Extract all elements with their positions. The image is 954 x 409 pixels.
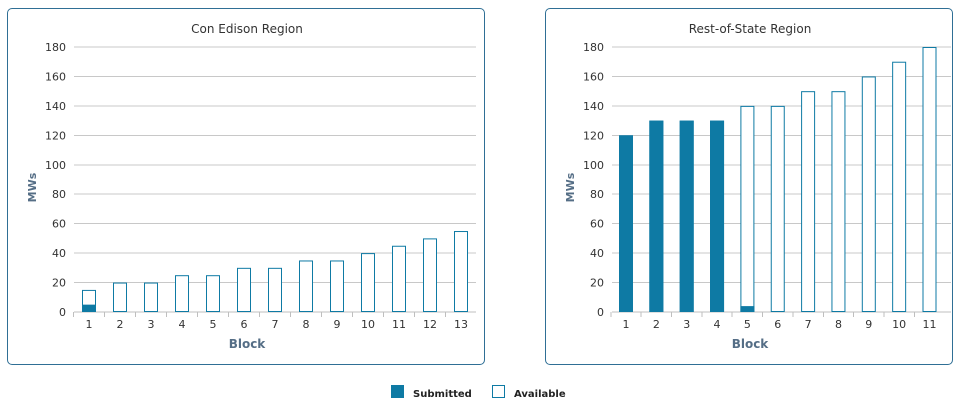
con-edison-x-tick-label: 7	[272, 318, 279, 331]
rest-of-state-x-tick-label: 8	[835, 318, 842, 331]
con-edison-y-tick-label: 0	[59, 306, 66, 319]
rest-of-state-y-tick-label: 60	[590, 218, 604, 231]
rest-of-state-bar-available-8	[831, 91, 846, 312]
rest-of-state-y-axis-title: MWs	[564, 172, 577, 202]
con-edison-y-tick-label: 140	[45, 100, 66, 113]
con-edison-bar-available-3	[144, 282, 158, 312]
submitted-swatch-icon	[391, 385, 404, 398]
con-edison-x-tick-label: 6	[241, 318, 248, 331]
con-edison-x-tick-label: 12	[423, 318, 437, 331]
con-edison-y-tick-label: 20	[52, 277, 66, 290]
rest-of-state-bar-available-10	[892, 61, 907, 312]
con-edison-y-tick-label: 60	[52, 218, 66, 231]
con-edison-bar-available-2	[113, 282, 127, 312]
con-edison-y-tick-label: 160	[45, 70, 66, 83]
con-edison-bar-available-8	[299, 260, 313, 313]
con-edison-x-tick-label: 11	[392, 318, 406, 331]
legend-item-submitted[interactable]: Submitted	[391, 385, 472, 400]
con-edison-y-tick-label: 80	[52, 188, 66, 201]
rest-of-state-bar-submitted-1	[619, 135, 633, 312]
rest-of-state-x-tick-label: 2	[653, 318, 660, 331]
con-edison-chart-title: Con Edison Region	[191, 22, 303, 36]
con-edison-bar-submitted-1	[82, 304, 96, 312]
rest-of-state-x-tick-label: 3	[683, 318, 690, 331]
con-edison-y-tick-label: 180	[45, 41, 66, 54]
legend-label-submitted: Submitted	[413, 389, 472, 400]
rest-of-state-bar-available-7	[801, 91, 816, 312]
rest-of-state-x-tick-label: 10	[892, 318, 906, 331]
con-edison-bar-available-6	[237, 267, 251, 313]
con-edison-x-axis-title: Block	[229, 337, 267, 351]
con-edison-bar-available-13	[454, 231, 468, 312]
rest-of-state-y-tick-label: 80	[590, 188, 604, 201]
rest-of-state-x-tick-label: 9	[865, 318, 872, 331]
rest-of-state-bar-available-9	[861, 76, 876, 312]
rest-of-state-y-tick-label: 100	[583, 159, 604, 172]
legend-item-available[interactable]: Available	[492, 385, 566, 400]
rest-of-state-bar-submitted-4	[710, 120, 725, 312]
available-swatch-icon	[492, 385, 505, 398]
rest-of-state-y-tick-label: 160	[583, 70, 604, 83]
rest-of-state-chart-panel: Rest-of-State Region 0 20 40 60 80 100 120 140 16…	[545, 8, 953, 365]
con-edison-x-tick-label: 4	[179, 318, 186, 331]
rest-of-state-bar-available-11	[922, 47, 937, 312]
con-edison-chart: Con Edison Region02040608010012014016018…	[26, 22, 476, 351]
con-edison-chart-panel: Con Edison Region 0 20 40 60 80 100 120 140 160 18…	[7, 8, 485, 365]
con-edison-x-tick-label: 10	[361, 318, 375, 331]
con-edison-y-tick-label: 40	[52, 247, 66, 260]
con-edison-bar-available-4	[175, 275, 189, 313]
con-edison-y-axis-title: MWs	[26, 172, 39, 202]
con-edison-bar-available-10	[361, 253, 375, 313]
rest-of-state-chart: Rest-of-State Region02040608010012014016…	[564, 22, 951, 351]
rest-of-state-chart-title: Rest-of-State Region	[689, 22, 812, 36]
con-edison-bar-available-5	[206, 275, 220, 313]
con-edison-x-tick-label: 2	[117, 318, 124, 331]
con-edison-bar-available-9	[330, 260, 344, 313]
con-edison-x-tick-label: 3	[148, 318, 155, 331]
rest-of-state-x-tick-label: 7	[805, 318, 812, 331]
rest-of-state-y-tick-label: 40	[590, 247, 604, 260]
rest-of-state-bar-submitted-2	[649, 120, 664, 312]
rest-of-state-x-tick-label: 1	[623, 318, 630, 331]
con-edison-x-tick-label: 8	[303, 318, 310, 331]
rest-of-state-bar-available-6	[770, 105, 785, 312]
rest-of-state-y-tick-label: 20	[590, 277, 604, 290]
con-edison-bar-available-7	[268, 267, 282, 313]
con-edison-y-tick-label: 120	[45, 129, 66, 142]
rest-of-state-x-axis-title: Block	[732, 337, 770, 351]
con-edison-x-tick-label: 1	[86, 318, 93, 331]
rest-of-state-y-tick-label: 180	[583, 41, 604, 54]
rest-of-state-y-tick-label: 0	[597, 306, 604, 319]
rest-of-state-x-tick-label: 4	[714, 318, 721, 331]
rest-of-state-bar-available-5	[740, 105, 755, 312]
legend-label-available: Available	[514, 389, 566, 400]
rest-of-state-bar-submitted-3	[679, 120, 694, 312]
rest-of-state-x-tick-label: 6	[774, 318, 781, 331]
rest-of-state-bar-submitted-5	[740, 306, 755, 312]
con-edison-x-tick-label: 13	[454, 318, 468, 331]
rest-of-state-x-tick-label: 11	[923, 318, 937, 331]
rest-of-state-y-tick-label: 140	[583, 100, 604, 113]
con-edison-bar-available-11	[392, 245, 406, 312]
con-edison-x-tick-label: 9	[334, 318, 341, 331]
con-edison-x-tick-label: 5	[210, 318, 217, 331]
rest-of-state-y-tick-label: 120	[583, 129, 604, 142]
rest-of-state-x-tick-label: 5	[744, 318, 751, 331]
con-edison-y-tick-label: 100	[45, 159, 66, 172]
con-edison-bar-available-12	[423, 238, 437, 312]
chart-legend: Submitted Available	[0, 385, 954, 405]
